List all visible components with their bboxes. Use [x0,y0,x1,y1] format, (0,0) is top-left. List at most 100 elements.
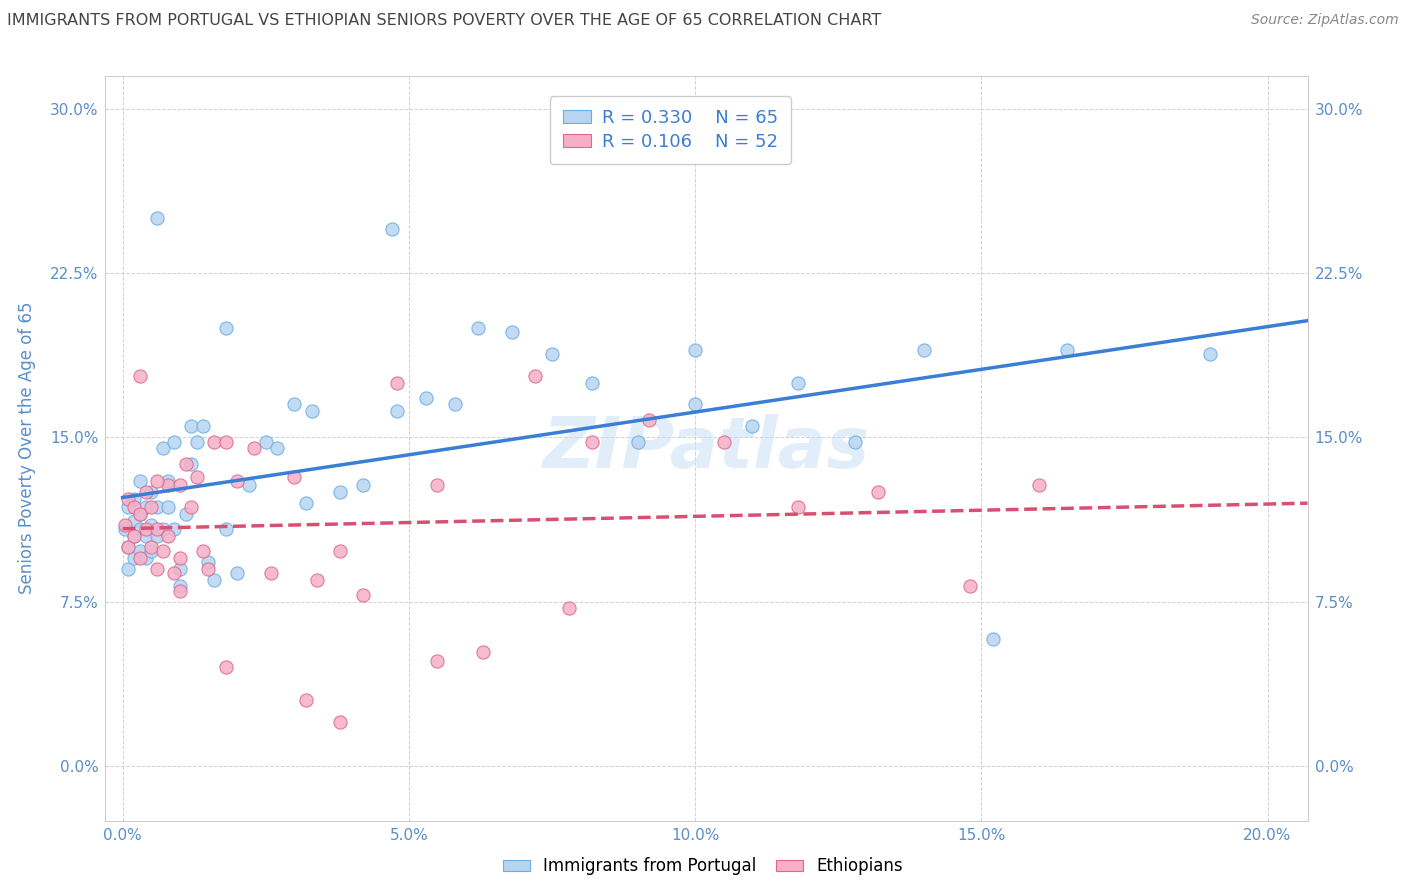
Point [169,583,191,598]
Point [1056,343,1078,357]
Point [174,457,197,471]
Point [152,442,174,456]
Point [254,434,277,449]
Point [202,434,225,449]
Point [541,347,564,361]
Point [683,397,706,411]
Point [741,419,763,434]
Point [157,478,180,492]
Point [135,550,157,565]
Point [523,368,546,383]
Point [787,376,810,390]
Point [141,485,163,500]
Point [352,588,374,602]
Point [283,469,305,483]
Point [226,474,249,488]
Point [186,434,208,449]
Point [912,343,935,357]
Point [135,485,157,500]
Point [787,500,810,515]
Text: IMMIGRANTS FROM PORTUGAL VS ETHIOPIAN SENIORS POVERTY OVER THE AGE OF 65 CORRELA: IMMIGRANTS FROM PORTUGAL VS ETHIOPIAN SE… [7,13,882,29]
Point [501,325,523,339]
Point [169,478,191,492]
Point [558,601,581,615]
Point [387,404,409,418]
Point [122,550,145,565]
Point [157,529,180,543]
Point [381,222,404,236]
Point [683,343,706,357]
Point [295,693,318,707]
Point [146,562,169,576]
Point [1028,478,1050,492]
Point [117,491,139,506]
Point [472,645,495,659]
Point [638,413,661,427]
Point [146,529,169,543]
Point [128,544,150,558]
Legend: Immigrants from Portugal, Ethiopians: Immigrants from Portugal, Ethiopians [496,851,910,882]
Point [141,544,163,558]
Point [868,485,890,500]
Point [117,540,139,554]
Point [959,579,981,593]
Point [214,522,236,536]
Point [141,517,163,532]
Point [214,434,236,449]
Legend: R = 0.330    N = 65, R = 0.106    N = 52: R = 0.330 N = 65, R = 0.106 N = 52 [550,96,792,163]
Point [135,529,157,543]
Point [627,434,650,449]
Point [307,573,329,587]
Point [467,320,489,334]
Point [163,434,186,449]
Point [214,660,236,674]
Point [163,566,186,580]
Point [128,474,150,488]
Point [128,368,150,383]
Point [152,544,174,558]
Point [117,562,139,576]
Point [169,562,191,576]
Point [214,320,236,334]
Point [238,478,260,492]
Point [197,562,219,576]
Point [426,654,449,668]
Point [169,579,191,593]
Point [443,397,465,411]
Point [146,522,169,536]
Text: ZIPatlas: ZIPatlas [543,414,870,483]
Point [128,550,150,565]
Point [191,544,214,558]
Point [122,514,145,528]
Point [122,491,145,506]
Point [415,391,437,405]
Point [146,211,169,226]
Point [128,507,150,521]
Point [146,474,169,488]
Point [169,550,191,565]
Point [157,474,180,488]
Point [329,544,352,558]
Point [186,469,208,483]
Point [713,434,735,449]
Point [295,496,318,510]
Point [117,500,139,515]
Point [426,478,449,492]
Point [122,500,145,515]
Point [128,522,150,536]
Point [191,419,214,434]
Point [352,478,374,492]
Point [141,540,163,554]
Point [180,500,202,515]
Point [122,529,145,543]
Point [180,419,202,434]
Point [114,517,136,532]
Point [146,500,169,515]
Point [197,555,219,569]
Point [301,404,323,418]
Y-axis label: Seniors Poverty Over the Age of 65: Seniors Poverty Over the Age of 65 [18,302,37,594]
Point [202,573,225,587]
Point [152,522,174,536]
Point [1199,347,1222,361]
Point [128,507,150,521]
